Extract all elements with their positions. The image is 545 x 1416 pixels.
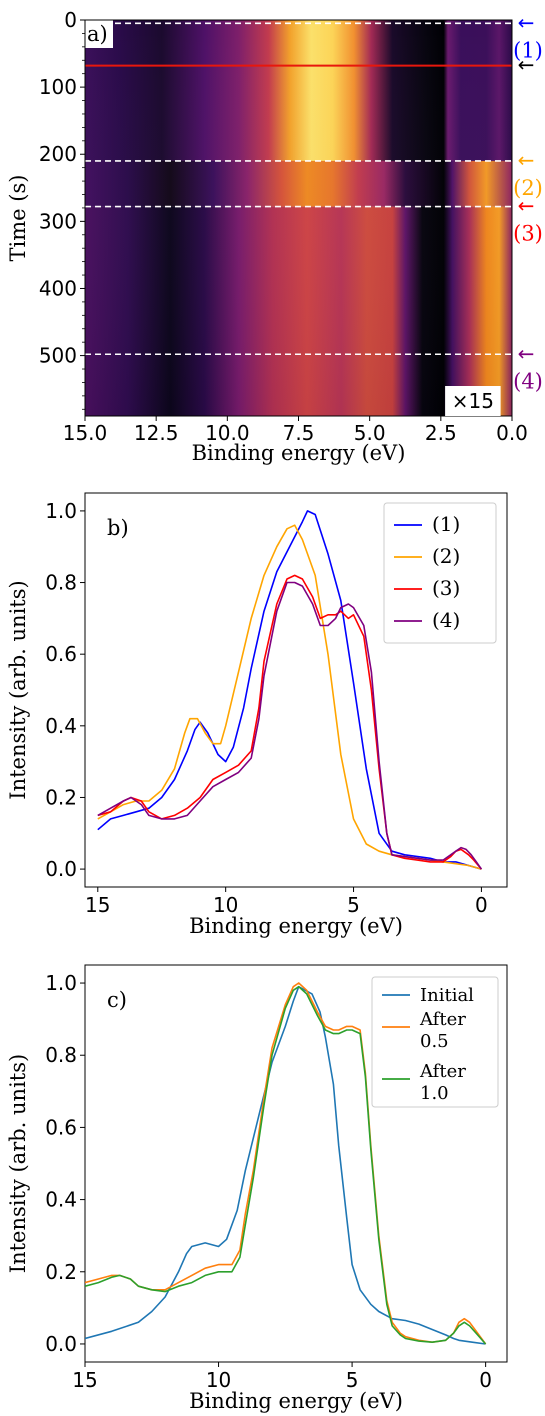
panel-c-label: c) [107,988,127,1012]
y-tick-label: 0.8 [45,1043,77,1067]
marker-label: (3) [513,222,543,246]
y-tick-label: 0.6 [45,1115,77,1139]
series-line-after-1-0 [85,985,487,1345]
x-tick-label: 5.0 [354,421,386,445]
y-tick-label: 1.0 [45,499,77,523]
spectra-panel-c: 15 10 5 0 0.0 0.2 0.4 0.6 0.8 1.0 c) Initial After… [6,964,508,1413]
x-tick-label: 5 [346,1368,359,1392]
heatmap-panel: 15.0 12.5 10.0 7.5 5.0 2.5 0.0 0 100 200 300 400 500… [6,8,543,465]
x-tick-label: 15 [85,893,110,917]
y-tick-label: 500 [39,344,77,368]
y-tick-label: 0.6 [45,642,77,666]
series-line-1 [97,510,482,870]
y-tick-label: 0.2 [45,1260,77,1284]
heatmap-image [85,20,512,416]
marker-label: (4) [513,369,543,393]
x-tick-label: 0 [479,1368,492,1392]
marker-label: (2) [513,176,543,200]
y-tick-label: 0.2 [45,785,77,809]
legend-label: (3) [432,576,460,600]
y-tick-label: 0 [64,8,77,32]
y-axis-label: Intensity (arb. units) [6,1054,30,1273]
y-axis-label: Intensity (arb. units) [6,580,30,799]
y-tick-label: 200 [39,142,77,166]
heatmap-shade [85,20,512,416]
label-background [85,20,113,48]
y-axis-label: Time (s) [6,175,30,262]
y-tick-label: 400 [39,276,77,300]
y-tick-label: 0.0 [45,857,77,881]
x-axis-label: Binding energy (eV) [189,1389,403,1413]
legend-label: (1) [432,512,460,536]
scale-annotation: ×15 [452,389,494,413]
y-tick-label: 0.8 [45,571,77,595]
legend-box [383,502,497,644]
x-tick-label: 5 [347,893,360,917]
x-tick-label: 2.5 [425,421,457,445]
legend-label: Initial [420,985,474,1006]
x-tick-label: 10.0 [205,421,250,445]
x-tick-label: 10 [213,893,238,917]
y-tick-label: 0.4 [45,1188,77,1212]
spectra-panel-b: 15 10 5 0 0.0 0.2 0.4 0.6 0.8 1.0 b) (1) (2) (3) (4)… [6,492,508,938]
legend-label: After 1.0 [419,1061,466,1104]
marker-arrow: ← [518,148,535,172]
series-line-initial [85,985,486,1345]
legend-label: (4) [432,608,460,632]
marker-label: (1) [513,38,543,62]
x-axis-label: Binding energy (eV) [189,914,403,938]
y-tick-label: 0.4 [45,714,77,738]
legend: Initial After 0.5 After 1.0 [371,976,499,1108]
x-tick-label: 0.0 [496,421,528,445]
heatmap-axes: 15.0 12.5 10.0 7.5 5.0 2.5 0.0 0 100 200 300 400 500 [39,8,528,445]
series-line-3 [97,574,483,870]
x-axis-label: Binding energy (eV) [192,441,406,465]
x-tick-label: 15 [72,1368,97,1392]
marker-arrow: ← [518,341,535,365]
y-tick-label: 1.0 [45,971,77,995]
marker-arrow: ← [518,194,535,218]
series-line-4 [97,581,483,870]
x-tick-label: 0 [475,893,488,917]
legend-label: After 0.5 [419,1009,466,1052]
marker-arrow: ← [518,53,535,77]
marker-arrow: ← [518,10,535,34]
panel-a-label: a) [87,22,108,46]
x-tick-label: 10 [206,1368,231,1392]
legend-box [371,976,499,1108]
x-tick-label: 15.0 [63,421,108,445]
x-tick-label: 12.5 [134,421,179,445]
panel-b-label: b) [107,516,129,540]
y-tick-label: 300 [39,209,77,233]
legend: (1) (2) (3) (4) [383,502,497,644]
scale-annotation-box: ×15 [445,386,501,416]
y-tick-label: 100 [39,75,77,99]
legend-label: (2) [432,544,460,568]
x-tick-label: 7.5 [283,421,315,445]
y-tick-label: 0.0 [45,1332,77,1356]
time-markers: ←(1)←←(2)←(3)←(4) [513,10,543,393]
